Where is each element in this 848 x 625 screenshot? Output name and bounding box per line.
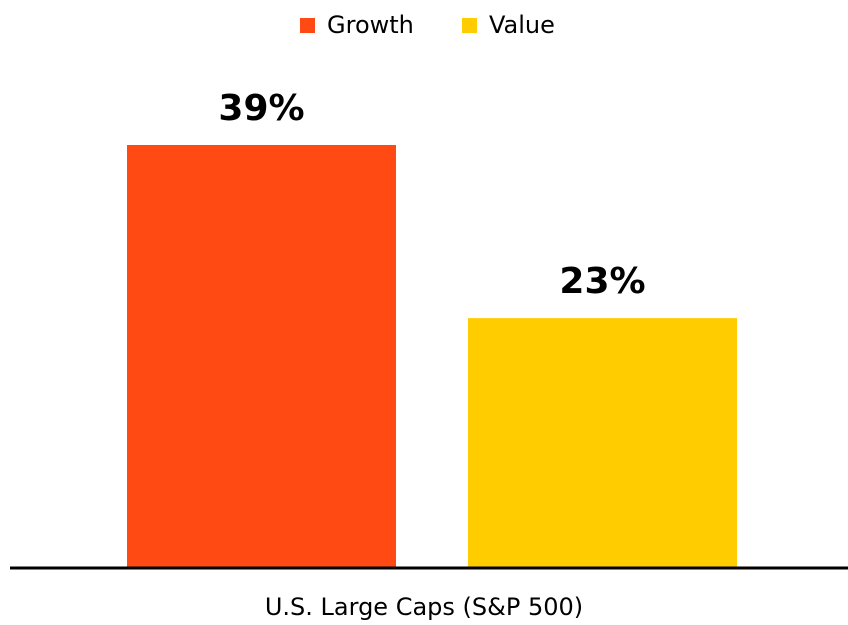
bar <box>127 145 396 567</box>
legend-label: Value <box>489 11 555 39</box>
value-label: 23% <box>559 261 645 302</box>
legend-swatch <box>300 18 315 33</box>
legend-label: Growth <box>327 11 414 39</box>
category-label: U.S. Large Caps (S&P 500) <box>265 593 583 621</box>
bar <box>468 318 737 567</box>
legend-swatch <box>462 18 477 33</box>
value-label: 39% <box>218 88 304 129</box>
